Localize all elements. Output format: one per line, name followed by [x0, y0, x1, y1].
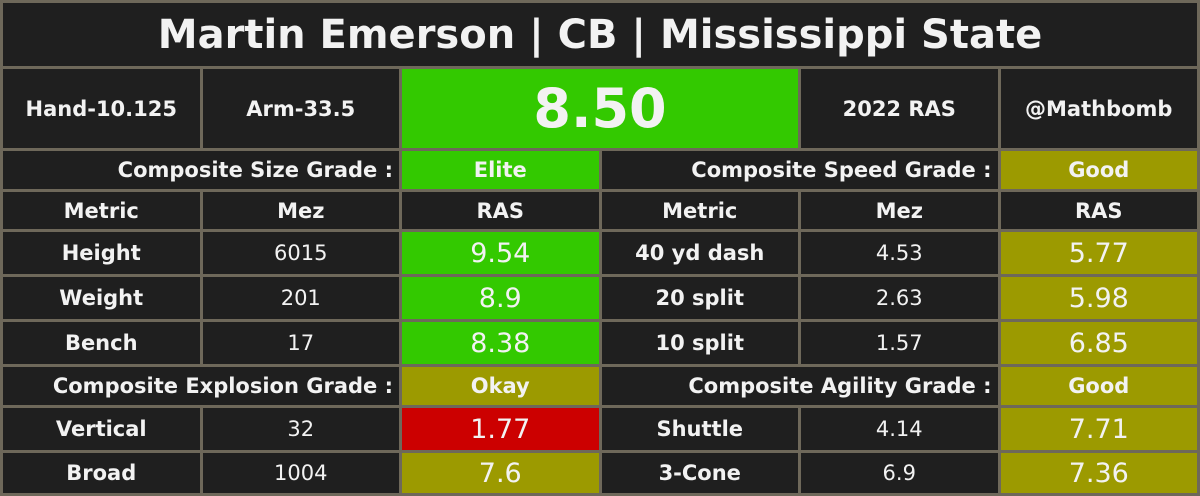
metric: 40 yd dash [601, 232, 798, 274]
ras-value: 8.9 [402, 277, 599, 319]
ras-value: 5.77 [1000, 232, 1197, 274]
ras-score: 8.50 [402, 69, 798, 148]
measurement: 4.14 [801, 408, 998, 450]
grade-value: Okay [402, 367, 599, 405]
metric: Weight [3, 277, 200, 319]
metric: Shuttle [601, 408, 798, 450]
measurement: 4.53 [801, 232, 998, 274]
year: 2022 RAS [801, 69, 998, 148]
ras-value: 5.98 [1000, 277, 1197, 319]
grade-label: Composite Speed Grade : [601, 151, 998, 189]
metric: 20 split [601, 277, 798, 319]
measurement: 6.9 [801, 453, 998, 493]
grade-value: Good [1000, 151, 1197, 189]
ras-value: 6.85 [1000, 322, 1197, 364]
ras-value: 7.71 [1000, 408, 1197, 450]
measurement: 1004 [202, 453, 399, 493]
column-header: RAS [402, 192, 599, 229]
column-header: Mez [202, 192, 399, 229]
handle: @Mathbomb [1000, 69, 1197, 148]
ras-value: 8.38 [402, 322, 599, 364]
ras-value: 1.77 [402, 408, 599, 450]
measurement: 6015 [202, 232, 399, 274]
measurement: 201 [202, 277, 399, 319]
ras-value: 7.36 [1000, 453, 1197, 493]
grade-label: Composite Size Grade : [3, 151, 399, 189]
measurement: 1.57 [801, 322, 998, 364]
metric: 10 split [601, 322, 798, 364]
measurement: 2.63 [801, 277, 998, 319]
hand: Hand-10.125 [3, 69, 200, 148]
ras-value: 7.6 [402, 453, 599, 493]
measurement: 17 [202, 322, 399, 364]
grade-label: Composite Agility Grade : [601, 367, 998, 405]
metric: 3-Cone [601, 453, 798, 493]
grade-value: Good [1000, 367, 1197, 405]
metric: Vertical [3, 408, 200, 450]
column-header: Mez [801, 192, 998, 229]
grade-value: Elite [402, 151, 599, 189]
column-header: Metric [601, 192, 798, 229]
metric: Height [3, 232, 200, 274]
column-header: RAS [1000, 192, 1197, 229]
title: Martin Emerson | CB | Mississippi State [3, 3, 1197, 66]
metric: Bench [3, 322, 200, 364]
column-header: Metric [3, 192, 200, 229]
arm: Arm-33.5 [202, 69, 399, 148]
ras-value: 9.54 [402, 232, 599, 274]
metric: Broad [3, 453, 200, 493]
measurement: 32 [202, 408, 399, 450]
grade-label: Composite Explosion Grade : [3, 367, 399, 405]
